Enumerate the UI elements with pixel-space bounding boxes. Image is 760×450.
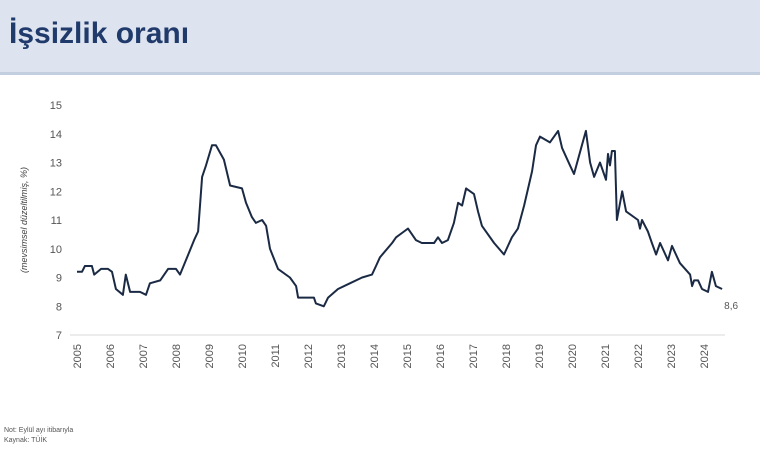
series-line — [77, 129, 723, 308]
y-tick-label: 9 — [56, 273, 62, 285]
y-tick-label: 13 — [50, 158, 62, 170]
y-tick-label: 14 — [50, 129, 62, 141]
page-title: İşsizlik oranı — [9, 17, 190, 50]
x-tick-label: 2020 — [567, 344, 579, 368]
x-tick-label: 2014 — [369, 344, 381, 368]
x-tick-label: 2018 — [501, 344, 513, 368]
x-tick-label: 2012 — [303, 344, 315, 368]
x-tick-label: 2007 — [138, 344, 150, 368]
x-tick-label: 2019 — [534, 344, 546, 368]
y-tick-label: 7 — [56, 330, 62, 342]
x-tick-label: 2010 — [237, 344, 249, 368]
x-tick-label: 2013 — [336, 344, 348, 368]
x-tick-label: 2005 — [72, 344, 84, 368]
x-tick-label: 2006 — [105, 344, 117, 368]
y-tick-label: 8 — [56, 301, 62, 313]
header-banner: İşsizlik oranı — [0, 0, 760, 75]
x-tick-label: 2016 — [435, 344, 447, 368]
x-tick-label: 2024 — [699, 344, 711, 368]
x-tick-label: 2009 — [204, 344, 216, 368]
y-tick-label: 11 — [51, 215, 62, 227]
y-tick-label: 15 — [50, 100, 62, 112]
y-tick-label: 10 — [50, 244, 62, 256]
y-tick-label: 12 — [50, 186, 62, 198]
y-axis-label: (mevsimsel düzeltilmiş, %) — [19, 167, 29, 273]
source-note: Kaynak: TÜİK — [4, 437, 48, 444]
footnote: Not: Eylül ayı itibarıyla — [4, 427, 74, 434]
x-tick-label: 2022 — [633, 344, 645, 368]
x-tick-label: 2021 — [600, 344, 612, 368]
x-tick-label: 2011 — [270, 344, 282, 368]
x-tick-label: 2023 — [666, 344, 678, 368]
end-value-label: 8,6 — [724, 301, 738, 312]
x-tick-label: 2015 — [402, 344, 414, 368]
x-tick-label: 2017 — [468, 344, 480, 368]
x-tick-label: 2008 — [171, 344, 183, 368]
